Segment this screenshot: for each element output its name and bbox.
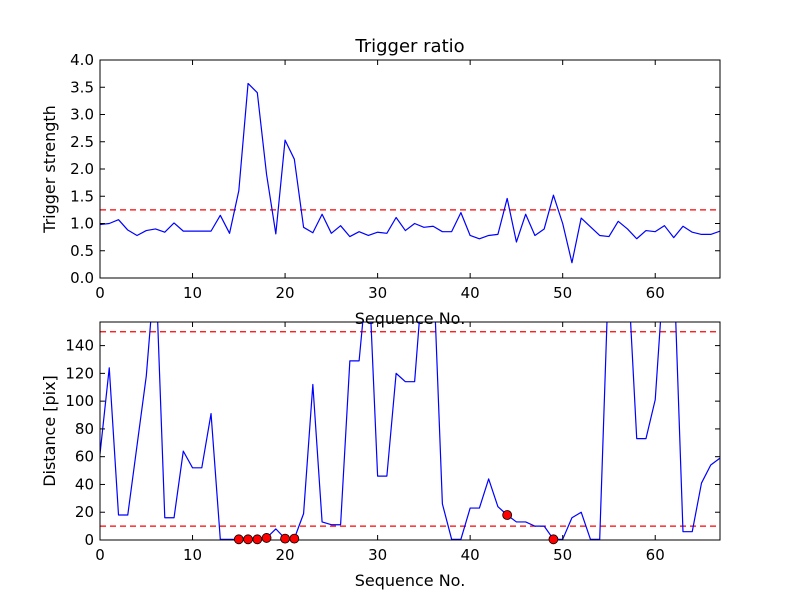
chart-2-x-tick-label: 60 [646,546,665,564]
chart-2-x-axis-label: Sequence No. [355,571,466,590]
chart-2-marker-point [289,533,300,544]
chart-1-y-tick-label: 1.0 [70,215,94,233]
chart-1-y-tick-label: 3.5 [70,78,94,96]
chart-2-marker-point [502,510,513,520]
chart-1-y-tick-label: 3.0 [70,106,94,124]
chart-2-x-tick-label: 0 [95,546,105,564]
chart-2-y-tick-label: 80 [75,420,94,438]
chart-1-y-tick-label: 0.0 [70,269,94,287]
chart-1-x-tick-label: 0 [95,284,105,302]
chart-2-marker-point [243,534,253,545]
chart-2-y-tick-label: 40 [75,475,94,493]
chart-1-y-axis-label: Trigger strength [40,105,59,234]
chart-2-marker-point [280,533,290,544]
chart-2-x-tick-label: 40 [461,546,480,564]
chart-1-y-tick-label: 2.0 [70,160,94,178]
chart-2-x-tick-label: 50 [553,546,572,564]
chart-1-x-tick-label: 40 [461,284,480,302]
chart-2-y-tick-label: 120 [65,364,94,382]
chart-1-x-tick-label: 10 [183,284,202,302]
chart-1-y-tick-label: 4.0 [70,51,94,69]
chart-1-series-line [100,82,720,264]
chart-2-y-axis-label: Distance [pix] [40,375,59,487]
chart-2: 0 10 20 30 40 50 60 0 20 40 60 80 100 120 140 Sequence… [40,321,721,590]
chart-1-x-tick-label: 20 [276,284,295,302]
chart-1-x-axis-label: Sequence No. [355,309,466,328]
chart-2-series-line [100,322,720,540]
chart-2-marker-point [252,534,263,545]
chart-2-marker-point [548,534,559,545]
chart-1-title: Trigger ratio [354,36,464,57]
chart-1: 0 10 20 30 40 50 60 0.0 0.5 1.0 1.5 2.0 2.5 3.0 3.5 4.0… [40,51,721,328]
chart-1-y-tick-label: 1.5 [70,187,94,205]
chart-2-y-tick-label: 100 [65,392,94,410]
chart-2-x-tick-label: 30 [368,546,387,564]
chart-2-y-tick-label: 0 [84,531,94,549]
chart-1-x-tick-label: 60 [646,284,665,302]
chart-2-y-tick-label: 140 [65,337,94,355]
chart-2-y-tick-label: 60 [75,448,94,466]
chart-2-y-tick-label: 20 [75,503,94,521]
chart-2-x-tick-label: 10 [183,546,202,564]
chart-2-x-tick-label: 20 [276,546,295,564]
chart-1-y-tick-label: 0.5 [70,242,94,260]
chart-1-x-tick-label: 30 [368,284,387,302]
chart-2-marker-point [261,533,272,543]
chart-1-x-tick-label: 50 [553,284,572,302]
chart-2-marker-point [233,534,244,545]
chart-1-y-tick-label: 2.5 [70,133,94,151]
chart-2-plot-frame [99,321,721,541]
